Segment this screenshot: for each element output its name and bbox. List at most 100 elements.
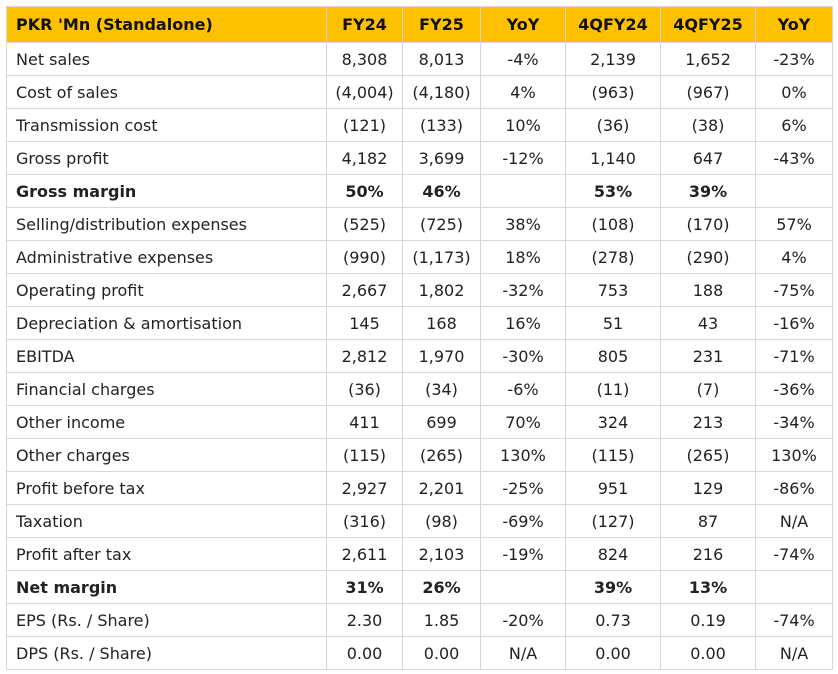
value-cell: 39% (565, 570, 661, 604)
value-cell: -74% (755, 603, 833, 637)
table-row: Profit before tax 2,927 2,201 -25% 951 129 -86… (6, 471, 833, 505)
value-cell: (98) (402, 504, 481, 538)
value-cell: 1,652 (660, 42, 756, 76)
value-cell: N/A (755, 504, 833, 538)
value-cell: 130% (480, 438, 566, 472)
value-cell: 8,308 (326, 42, 403, 76)
value-cell: (4,004) (326, 75, 403, 109)
column-header: YoY (755, 6, 833, 43)
value-cell: 411 (326, 405, 403, 439)
value-cell: (115) (565, 438, 661, 472)
row-label: Financial charges (6, 372, 327, 406)
value-cell: 2,103 (402, 537, 481, 571)
value-cell: 2,201 (402, 471, 481, 505)
value-cell: 324 (565, 405, 661, 439)
table-row: Net sales 8,308 8,013 -4% 2,139 1,652 -23% (6, 42, 833, 76)
value-cell: 43 (660, 306, 756, 340)
value-cell: 753 (565, 273, 661, 307)
value-cell: 6% (755, 108, 833, 142)
value-cell: (38) (660, 108, 756, 142)
row-label: Net margin (6, 570, 327, 604)
value-cell: (967) (660, 75, 756, 109)
value-cell: (290) (660, 240, 756, 274)
value-cell: 18% (480, 240, 566, 274)
value-cell: -25% (480, 471, 566, 505)
value-cell: 216 (660, 537, 756, 571)
value-cell: 70% (480, 405, 566, 439)
value-cell: 805 (565, 339, 661, 373)
value-cell: 38% (480, 207, 566, 241)
value-cell: -30% (480, 339, 566, 373)
value-cell: 0.73 (565, 603, 661, 637)
row-label: Gross profit (6, 141, 327, 175)
value-cell: -32% (480, 273, 566, 307)
value-cell: N/A (480, 636, 566, 670)
row-label: Other income (6, 405, 327, 439)
value-cell: 4% (480, 75, 566, 109)
value-cell: (278) (565, 240, 661, 274)
value-cell: (990) (326, 240, 403, 274)
column-header: 4QFY25 (660, 6, 756, 43)
value-cell: 188 (660, 273, 756, 307)
column-header: PKR 'Mn (Standalone) (6, 6, 327, 43)
table-row: Profit after tax 2,611 2,103 -19% 824 216 -74% (6, 537, 833, 571)
empty-cell (480, 570, 566, 604)
value-cell: 87 (660, 504, 756, 538)
value-cell: 31% (326, 570, 403, 604)
value-cell: 26% (402, 570, 481, 604)
row-label: Cost of sales (6, 75, 327, 109)
value-cell: 699 (402, 405, 481, 439)
value-cell: (115) (326, 438, 403, 472)
value-cell: (316) (326, 504, 403, 538)
value-cell: (1,173) (402, 240, 481, 274)
table-row: EPS (Rs. / Share) 2.30 1.85 -20% 0.73 0.19 -74… (6, 603, 833, 637)
table-row: Net margin 31% 26% 39% 13% (6, 570, 833, 604)
value-cell: (170) (660, 207, 756, 241)
value-cell: (7) (660, 372, 756, 406)
table-row: Cost of sales (4,004) (4,180) 4% (963) (967) 0… (6, 75, 833, 109)
table-row: Taxation (316) (98) -69% (127) 87 N/A (6, 504, 833, 538)
header-row: PKR 'Mn (Standalone) FY24 FY25 YoY 4QFY24 4QF… (6, 6, 833, 43)
value-cell: 53% (565, 174, 661, 208)
table-row: Other charges (115) (265) 130% (115) (265) 130… (6, 438, 833, 472)
column-header: YoY (480, 6, 566, 43)
value-cell: -74% (755, 537, 833, 571)
value-cell: (121) (326, 108, 403, 142)
table-row: EBITDA 2,812 1,970 -30% 805 231 -71% (6, 339, 833, 373)
row-label: Operating profit (6, 273, 327, 307)
value-cell: (265) (402, 438, 481, 472)
empty-cell (755, 570, 833, 604)
value-cell: -36% (755, 372, 833, 406)
value-cell: 0.19 (660, 603, 756, 637)
value-cell: 824 (565, 537, 661, 571)
value-cell: 1.85 (402, 603, 481, 637)
value-cell: -43% (755, 141, 833, 175)
value-cell: (36) (565, 108, 661, 142)
value-cell: 130% (755, 438, 833, 472)
value-cell: (4,180) (402, 75, 481, 109)
value-cell: 10% (480, 108, 566, 142)
table-row: DPS (Rs. / Share) 0.00 0.00 N/A 0.00 0.00 N/A (6, 636, 833, 670)
table-row: Operating profit 2,667 1,802 -32% 753 188 -75% (6, 273, 833, 307)
value-cell: 2,927 (326, 471, 403, 505)
value-cell: (525) (326, 207, 403, 241)
value-cell: 2,611 (326, 537, 403, 571)
value-cell: (108) (565, 207, 661, 241)
table-wrap: PKR 'Mn (Standalone) FY24 FY25 YoY 4QFY24 4QF… (6, 6, 833, 670)
row-label: Administrative expenses (6, 240, 327, 274)
row-label: Depreciation & amortisation (6, 306, 327, 340)
value-cell: -75% (755, 273, 833, 307)
row-label: Taxation (6, 504, 327, 538)
value-cell: 2,812 (326, 339, 403, 373)
value-cell: -20% (480, 603, 566, 637)
financial-table: PKR 'Mn (Standalone) FY24 FY25 YoY 4QFY24 4QF… (6, 6, 833, 670)
table-body: Net sales 8,308 8,013 -4% 2,139 1,652 -23% Cost… (6, 42, 833, 670)
value-cell: (11) (565, 372, 661, 406)
value-cell: 213 (660, 405, 756, 439)
empty-cell (755, 174, 833, 208)
value-cell: 2,667 (326, 273, 403, 307)
table-row: Gross profit 4,182 3,699 -12% 1,140 647 -43% (6, 141, 833, 175)
column-header: 4QFY24 (565, 6, 661, 43)
table-row: Financial charges (36) (34) -6% (11) (7) -36% (6, 372, 833, 406)
